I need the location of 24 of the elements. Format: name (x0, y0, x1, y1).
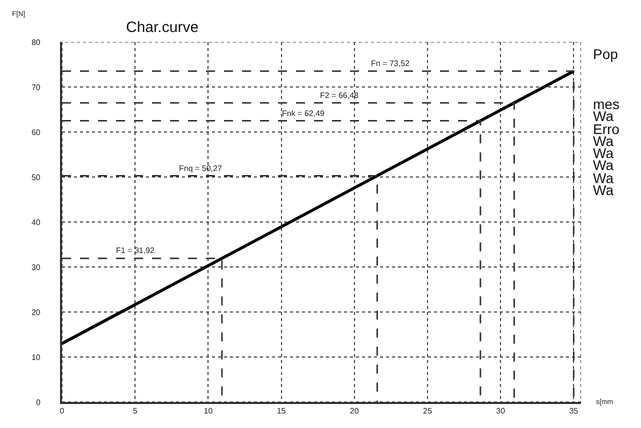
y-tick-label: 20 (31, 308, 41, 317)
x-tick-label: 0 (60, 406, 65, 416)
x-tick-label: 35 (569, 406, 579, 416)
y-tick-label: 0 (36, 398, 41, 407)
annotation: F1 = 31,92 (116, 246, 156, 255)
x-tick-label: 5 (132, 406, 138, 416)
x-tick-label: 25 (423, 406, 432, 416)
y-tick-label: 40 (31, 218, 41, 227)
text: Pop (593, 46, 618, 62)
annotation: Fnq = 50,27 (179, 164, 222, 173)
x-tick-label: 10 (204, 406, 214, 416)
x-tick-label: 20 (350, 406, 360, 416)
y-tick-label: 70 (31, 82, 41, 92)
y-tick-label: 30 (31, 262, 41, 272)
x-tick-label: 30 (496, 406, 506, 416)
y-tick-label: 60 (31, 128, 41, 137)
y-tick-label: 50 (31, 172, 41, 182)
chart-title: Char.curve (126, 19, 199, 36)
annotation: Fn = 73,52 (371, 59, 410, 68)
y-tick-label: 10 (31, 352, 41, 362)
annotation: F2 = 66,48 (320, 91, 360, 100)
x-tick-label: 15 (276, 406, 286, 416)
annotation: Fnk = 62,49 (282, 109, 326, 118)
y-tick-label: 80 (31, 38, 41, 47)
